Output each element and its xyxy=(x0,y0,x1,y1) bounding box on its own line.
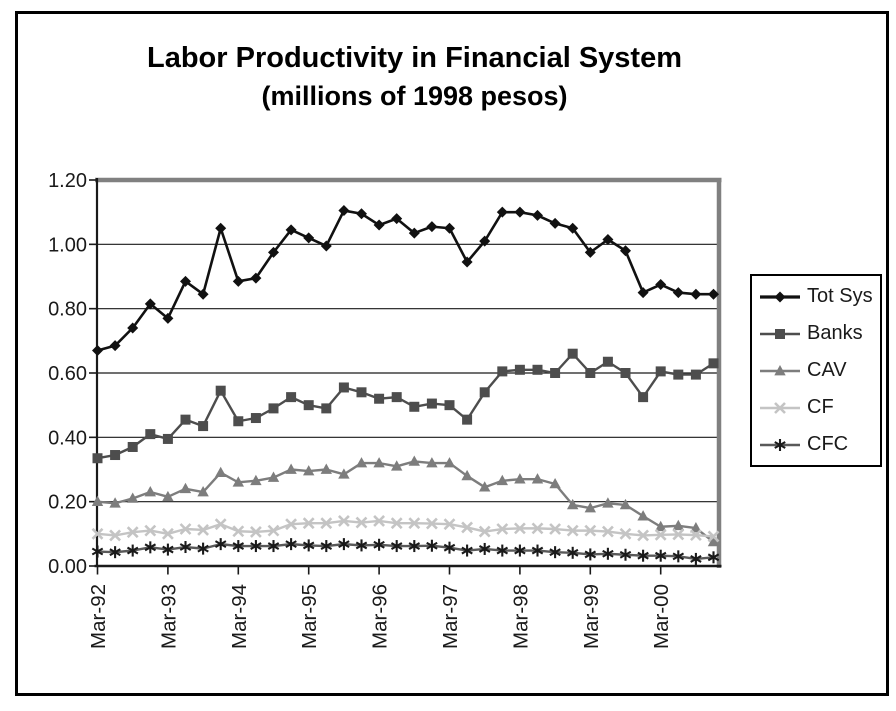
y-tick-label: 1.00 xyxy=(48,234,87,256)
legend-label: CAV xyxy=(807,359,847,381)
legend-item-cav: CAV xyxy=(758,359,880,382)
x-tick-label: Mar-94 xyxy=(228,584,251,649)
chart-title-block: Labor Productivity in Financial System (… xyxy=(103,42,726,112)
chart-title: Labor Productivity in Financial System xyxy=(146,42,682,74)
legend-item-cfc: CFC xyxy=(758,433,880,456)
legend-label: CFC xyxy=(807,433,849,455)
x-tick-label: Mar-95 xyxy=(298,584,321,649)
x-tick-label: Mar-00 xyxy=(650,584,673,649)
cav-swatch-icon xyxy=(760,364,800,375)
y-tick-label: 0.00 xyxy=(48,556,87,578)
series-banks xyxy=(92,348,719,464)
y-tick-label: 1.20 xyxy=(48,170,87,192)
y-tick-label: 0.80 xyxy=(48,299,87,321)
series-cf xyxy=(91,515,720,543)
x-tick-label: Mar-93 xyxy=(157,584,180,649)
legend-label: CF xyxy=(807,396,834,418)
legend-label: Tot Sys xyxy=(807,285,873,307)
figure-border xyxy=(15,11,889,696)
y-tick-label: 0.20 xyxy=(48,492,87,514)
banks-swatch-icon xyxy=(760,328,800,339)
series-tot-sys xyxy=(92,205,719,356)
x-tick-label: Mar-96 xyxy=(369,584,392,649)
tot-sys-swatch-icon xyxy=(760,291,800,302)
series-cav xyxy=(91,455,720,547)
y-tick-label: 0.60 xyxy=(48,363,87,385)
legend-item-cf: CF xyxy=(758,396,880,419)
legend-item-banks: Banks xyxy=(758,322,880,345)
legend-label: Banks xyxy=(807,322,863,344)
x-tick-label: Mar-92 xyxy=(87,584,110,649)
x-tick-label: Mar-97 xyxy=(439,584,462,649)
x-axis-labels: Mar-92 Mar-93 Mar-94 Mar-95 Mar-96 Mar-97 Mar-… xyxy=(87,566,673,649)
legend-item-tot-sys: Tot Sys xyxy=(758,285,880,308)
y-axis-labels: 0.00 0.20 0.40 0.60 0.80 1.00 1.20 xyxy=(48,170,97,578)
x-tick-label: Mar-99 xyxy=(580,584,603,649)
legend-box: Tot Sys Banks CAV CF CFC xyxy=(750,274,882,467)
x-tick-label: Mar-98 xyxy=(509,584,532,649)
series-cfc xyxy=(91,538,720,565)
plot-borders xyxy=(94,177,722,568)
y-tick-label: 0.40 xyxy=(48,427,87,449)
chart-subtitle: (millions of 1998 pesos) xyxy=(261,81,568,112)
cf-swatch-icon xyxy=(760,401,800,414)
cfc-swatch-icon xyxy=(760,438,800,451)
